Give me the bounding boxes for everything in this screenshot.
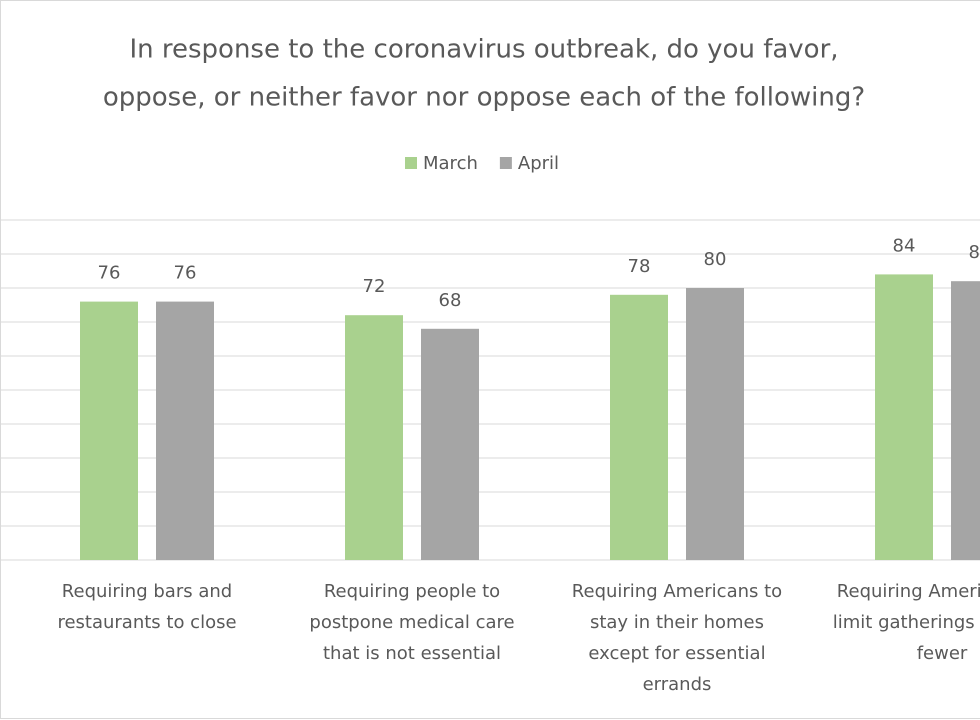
- value-label: 82: [969, 242, 980, 263]
- bar: [345, 315, 403, 560]
- x-tick-label: that is not essential: [323, 643, 501, 664]
- x-tick-label: postpone medical care: [309, 612, 514, 633]
- x-tick-label: Requiring Americans to: [572, 581, 782, 602]
- x-tick-label: Requiring Americans to: [837, 581, 980, 602]
- value-label: 68: [439, 290, 462, 311]
- legend-swatch: [499, 157, 512, 169]
- bar: [421, 328, 479, 560]
- bar: [610, 294, 668, 560]
- value-label: 80: [704, 249, 727, 270]
- x-tick-label: fewer: [917, 643, 968, 664]
- chart-title: In response to the coronavirus outbreak,…: [129, 35, 838, 65]
- x-tick-label: stay in their homes: [590, 612, 764, 633]
- legend-swatch: [405, 157, 417, 169]
- value-label: 84: [893, 235, 916, 256]
- bar: [80, 301, 138, 560]
- x-tick-label: restaurants to close: [57, 612, 236, 633]
- x-tick-label: except for essential: [588, 643, 765, 664]
- bar: [686, 288, 744, 560]
- x-tick-label: Requiring bars and: [62, 581, 232, 602]
- x-tick-label: Requiring people to: [324, 581, 500, 602]
- value-label: 76: [174, 263, 197, 284]
- x-tick-label: errands: [643, 674, 712, 695]
- legend-label: April: [518, 153, 559, 174]
- chart-title: oppose, or neither favor nor oppose each…: [103, 83, 865, 113]
- bar: [951, 281, 980, 560]
- value-label: 78: [628, 256, 651, 277]
- bar: [156, 301, 214, 560]
- value-label: 72: [363, 276, 386, 297]
- value-label: 76: [98, 263, 121, 284]
- legend-label: March: [423, 153, 478, 174]
- x-tick-label: limit gatherings to 10 or: [833, 612, 980, 633]
- bar: [875, 274, 933, 560]
